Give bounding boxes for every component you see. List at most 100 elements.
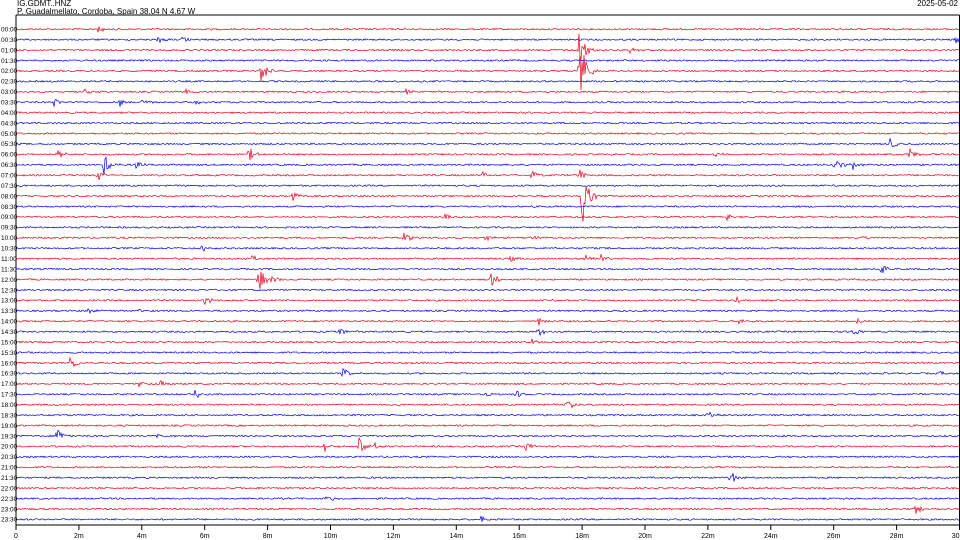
trace-row xyxy=(15,411,960,418)
trace-row xyxy=(15,437,960,452)
trace-row xyxy=(15,328,960,336)
row-time-label: 14:00 xyxy=(1,319,18,326)
row-time-label: 17:00 xyxy=(1,381,18,388)
row-time-label: 11:00 xyxy=(1,256,17,263)
row-time-label: 01:00 xyxy=(1,47,18,54)
date-label: 2025-05-02 xyxy=(917,0,958,8)
row-time-label: 12:00 xyxy=(1,277,18,284)
row-time-label: 13:30 xyxy=(1,308,18,315)
row-time-label: 23:30 xyxy=(1,517,18,524)
row-time-label: 07:30 xyxy=(1,183,18,190)
trace-row xyxy=(15,473,960,482)
row-time-label: 00:30 xyxy=(1,37,18,44)
x-tick-label: 30 xyxy=(952,533,960,540)
row-time-label: 20:30 xyxy=(1,454,18,461)
row-time-label: 15:00 xyxy=(1,339,18,346)
trace-row xyxy=(15,356,960,368)
x-tick-label: 12m xyxy=(387,533,401,540)
row-time-label: 15:30 xyxy=(1,350,18,357)
trace-row xyxy=(15,205,960,208)
trace-row xyxy=(15,429,960,439)
trace-row xyxy=(15,368,960,377)
row-label-group: 00:00 00:30 01:00 01:30 02:00 02:30 03:00 03:30… xyxy=(1,27,18,524)
row-time-label: 06:00 xyxy=(1,152,18,159)
x-tick-label: 28m xyxy=(890,533,904,540)
row-time-label: 03:30 xyxy=(1,100,18,107)
row-time-label: 21:30 xyxy=(1,475,18,482)
x-tick-label: 26m xyxy=(827,533,841,540)
trace-row xyxy=(15,54,960,90)
trace-row xyxy=(15,36,960,44)
trace-row xyxy=(15,253,960,262)
x-tick-label: 22m xyxy=(701,533,715,540)
trace-row xyxy=(15,496,960,501)
row-time-label: 04:00 xyxy=(1,110,18,117)
row-time-label: 13:00 xyxy=(1,298,18,305)
trace-row xyxy=(15,465,960,469)
trace-row xyxy=(15,295,960,306)
row-time-label: 21:00 xyxy=(1,465,18,472)
row-time-label: 05:30 xyxy=(1,141,18,148)
x-tick-label: 24m xyxy=(764,533,778,540)
trace-row xyxy=(15,288,960,292)
trace-row xyxy=(15,265,960,274)
row-time-label: 09:30 xyxy=(1,225,18,232)
row-time-label: 02:00 xyxy=(1,68,18,75)
row-time-label: 20:00 xyxy=(1,444,18,451)
trace-row xyxy=(15,98,960,107)
row-time-label: 08:30 xyxy=(1,204,18,211)
row-time-label: 06:30 xyxy=(1,162,18,169)
row-time-label: 05:00 xyxy=(1,131,18,138)
row-time-label: 14:30 xyxy=(1,329,18,336)
trace-row xyxy=(15,486,959,490)
station-location: P. Guadalmellato, Cordoba, Spain 38.04 N… xyxy=(17,7,196,16)
row-time-label: 00:00 xyxy=(1,27,18,34)
trace-row xyxy=(15,338,960,345)
trace-row xyxy=(15,121,960,125)
trace-row xyxy=(15,317,960,326)
trace-row xyxy=(15,401,960,409)
station-title: IG.GDMT..HNZ xyxy=(17,0,72,8)
row-time-label: 04:30 xyxy=(1,120,18,127)
row-time-label: 18:30 xyxy=(1,412,18,419)
row-time-label: 07:00 xyxy=(1,173,18,180)
x-tick-label: 2m xyxy=(74,533,84,540)
x-tick-label: 20m xyxy=(638,533,652,540)
x-tick-label: 4m xyxy=(137,533,147,540)
row-time-label: 23:00 xyxy=(1,506,18,513)
trace-row xyxy=(15,138,960,148)
trace-row xyxy=(15,308,960,315)
x-tick-label: 6m xyxy=(200,533,210,540)
trace-row xyxy=(15,455,960,459)
x-tick-label: 14m xyxy=(449,533,463,540)
x-tick-label: 8m xyxy=(263,533,273,540)
row-time-label: 19:30 xyxy=(1,433,18,440)
row-time-label: 02:30 xyxy=(1,79,18,86)
trace-row xyxy=(15,212,960,222)
trace-row xyxy=(15,186,960,222)
row-time-label: 01:30 xyxy=(1,58,18,65)
row-time-label: 10:00 xyxy=(1,235,18,242)
trace-row xyxy=(15,245,960,252)
x-tick-label: 0 xyxy=(14,533,18,540)
trace-row xyxy=(15,111,960,115)
x-tick-label: 16m xyxy=(512,533,526,540)
trace-row xyxy=(15,505,960,514)
trace-row xyxy=(15,79,960,83)
trace-row xyxy=(15,132,960,135)
trace-row xyxy=(15,226,960,229)
x-tick-label: 18m xyxy=(575,533,589,540)
row-time-label: 11:30 xyxy=(1,266,17,273)
trace-row xyxy=(15,424,960,427)
trace-row xyxy=(15,351,960,354)
trace-row xyxy=(15,389,960,399)
trace-row xyxy=(15,169,960,180)
trace-row xyxy=(15,515,960,522)
row-time-label: 12:30 xyxy=(1,287,18,294)
trace-row xyxy=(15,156,960,175)
time-axis: 0 2m 4m 6m 8m 10m 12m 14m 16m 18m 20m 22m 24m 26m 28m 3… xyxy=(14,525,960,540)
trace-row xyxy=(15,87,960,95)
row-time-label: 18:00 xyxy=(1,402,18,409)
trace-row xyxy=(15,148,960,161)
